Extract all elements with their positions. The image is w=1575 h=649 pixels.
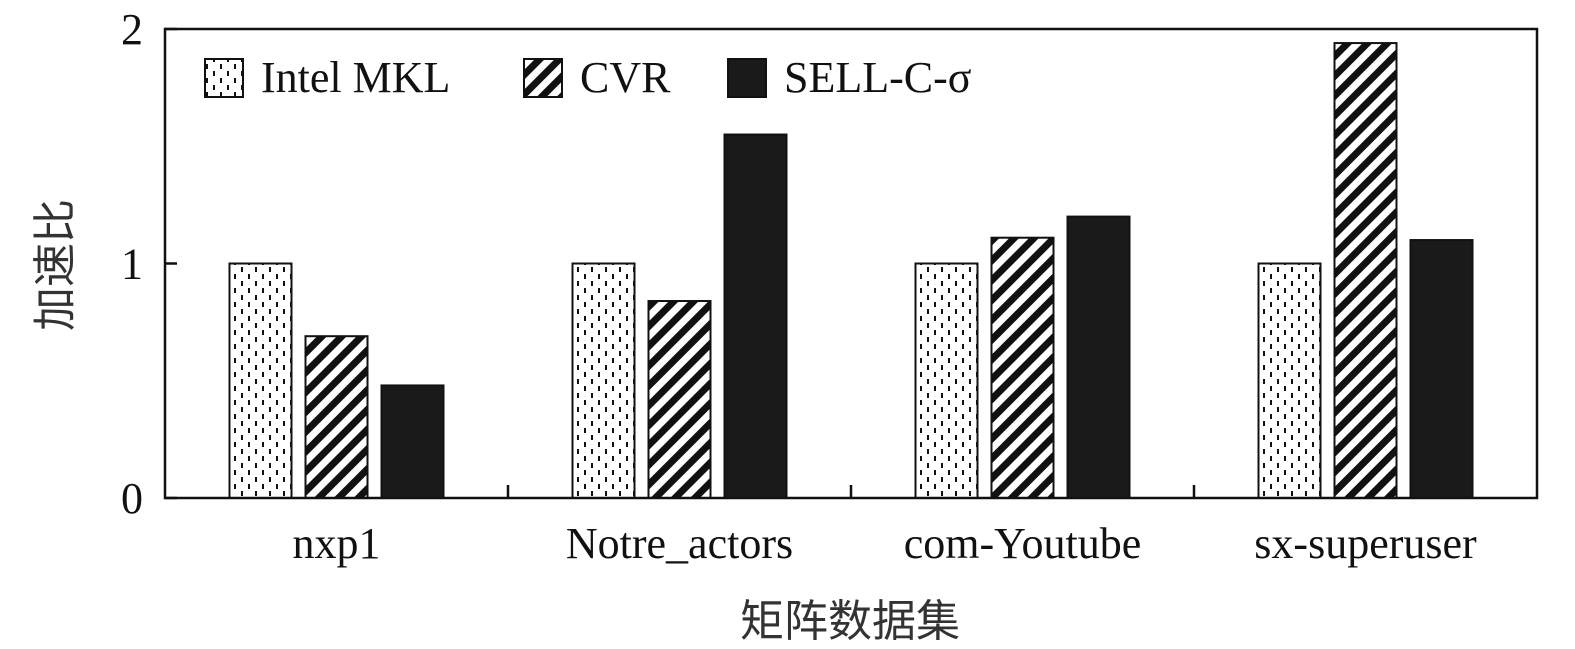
bar-intel-mkl-sx-superuser [1257,262,1322,499]
x-category-label: nxp1 [293,519,381,568]
bar-intel-mkl-com-youtube [914,262,979,499]
bars-group [228,42,1474,500]
y-tick-label: 0 [121,474,143,523]
bar-cvr-nxp1 [304,335,369,499]
legend-swatch [204,58,244,98]
bar-cvr-sx-superuser [1333,42,1398,499]
legend-label: Intel MKL [261,53,450,102]
legend-swatch [523,58,563,98]
legend: Intel MKL CVR SELL-C-σ [204,53,972,102]
x-category-label: Notre_actors [566,519,793,568]
bar-intel-mkl-notre-actors [571,262,636,499]
bar-sell-c--nxp1 [380,384,445,499]
x-category-label: com-Youtube [904,519,1142,568]
y-axis-title: 加速比 [30,199,81,331]
y-tick-label: 1 [121,240,143,289]
bar-sell-c--com-youtube [1066,215,1131,499]
bar-intel-mkl-nxp1 [228,262,293,499]
legend-label: CVR [580,53,671,102]
bar-cvr-com-youtube [990,236,1055,500]
legend-swatch [727,58,767,98]
bar-sell-c--notre-actors [723,133,788,499]
legend-label: SELL-C-σ [784,53,972,102]
axes-group: 0 1 2 nxp1 Notre_actors com-Youtube sx-superus… [121,5,1539,568]
bar-cvr-notre-actors [647,300,712,499]
x-axis-title: 矩阵数据集 [740,596,960,647]
x-category-label: sx-superuser [1254,519,1477,568]
y-tick-label: 2 [121,5,143,54]
bar-sell-c--sx-superuser [1409,239,1474,500]
